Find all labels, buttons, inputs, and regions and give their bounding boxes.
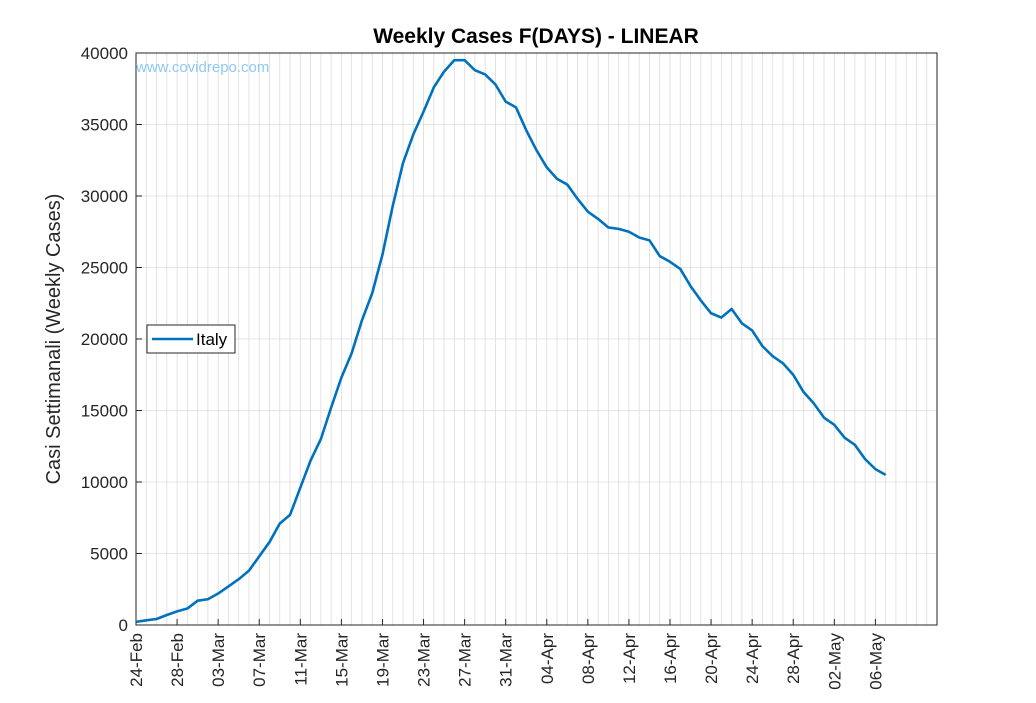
x-tick-label: 23-Mar	[415, 633, 434, 687]
x-tick-label: 04-Apr	[538, 633, 557, 684]
y-tick-label: 40000	[81, 44, 128, 63]
y-tick-label: 35000	[81, 116, 128, 135]
x-tick-label: 08-Apr	[579, 633, 598, 684]
x-tick-label: 19-Mar	[373, 633, 392, 687]
grid	[136, 53, 937, 625]
x-tick-label: 07-Mar	[250, 633, 269, 687]
y-tick-label: 25000	[81, 259, 128, 278]
x-tick-label: 06-May	[866, 633, 885, 690]
x-tick-label: 28-Apr	[784, 633, 803, 684]
y-tick-label: 10000	[81, 473, 128, 492]
x-tick-label: 16-Apr	[661, 633, 680, 684]
x-tick-label: 20-Apr	[702, 633, 721, 684]
y-tick-label: 30000	[81, 187, 128, 206]
chart-title: Weekly Cases F(DAYS) - LINEAR	[373, 25, 699, 48]
x-tick-label: 12-Apr	[620, 633, 639, 684]
x-tick-label: 31-Mar	[497, 633, 516, 687]
y-tick-label: 5000	[90, 545, 128, 564]
series-line-italy	[135, 58, 887, 624]
x-tick-label: 15-Mar	[332, 633, 351, 687]
watermark: www.covidrepo.com	[135, 59, 269, 76]
x-tick-label: 24-Feb	[127, 633, 146, 687]
x-tick-label: 03-Mar	[209, 633, 228, 687]
x-tick-label: 28-Feb	[168, 633, 187, 687]
y-tick-label: 15000	[81, 402, 128, 421]
x-tick-label: 11-Mar	[291, 633, 310, 686]
y-axis-ticks: 0 5000 10000 15000 20000 25000 30000 35000 40000	[81, 44, 142, 635]
y-axis-label: Casi Settimanali (Weekly Cases)	[43, 194, 65, 485]
legend-label: Italy	[196, 330, 228, 349]
x-tick-label: 24-Apr	[743, 633, 762, 684]
legend: Italy	[146, 324, 236, 354]
x-tick-label: 02-May	[825, 633, 844, 690]
x-axis-ticks: 24-Feb 28-Feb 03-Mar 07-Mar 11-Mar 15-Mar 19-M…	[127, 619, 885, 690]
y-tick-label: 20000	[81, 330, 128, 349]
x-tick-label: 27-Mar	[456, 633, 475, 687]
y-tick-label: 0	[119, 616, 128, 635]
